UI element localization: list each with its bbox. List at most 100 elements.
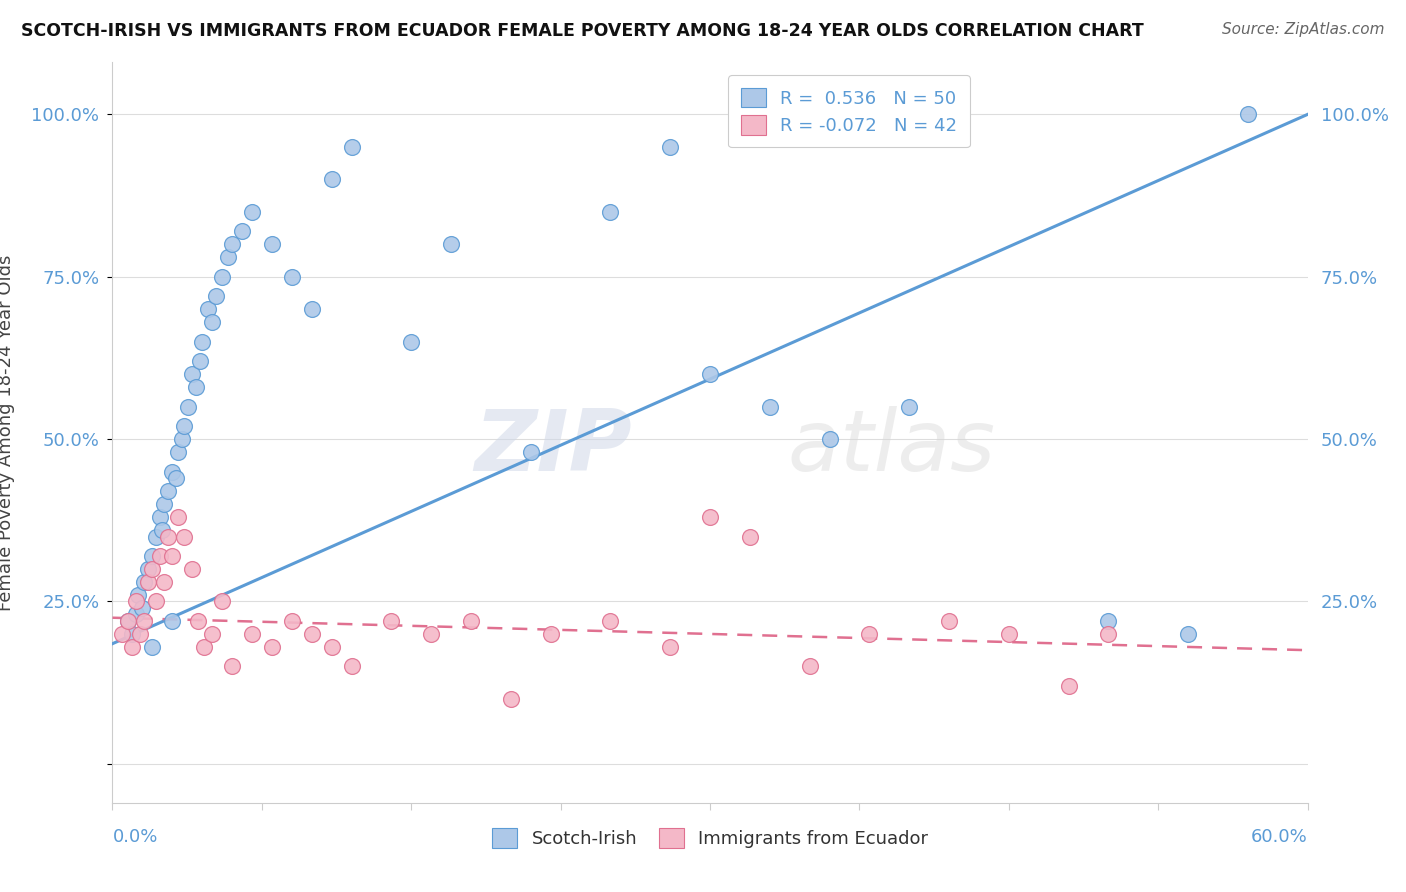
Point [231, 224, 253, 238]
Point [157, 529, 180, 543]
Text: 60.0%: 60.0% [1251, 828, 1308, 846]
Point [125, 594, 148, 608]
Y-axis label: Female Poverty Among 18-24 Year Olds: Female Poverty Among 18-24 Year Olds [0, 254, 14, 611]
Point [260, 640, 283, 654]
Point [173, 529, 195, 543]
Point [197, 302, 219, 317]
Point [301, 627, 323, 641]
Point [162, 549, 183, 563]
Point [1177, 627, 1199, 641]
Point [401, 334, 423, 349]
Point [221, 659, 243, 673]
Point [149, 549, 172, 563]
Point [157, 484, 180, 499]
Point [340, 659, 363, 673]
Point [121, 640, 143, 654]
Point [240, 204, 263, 219]
Point [181, 562, 204, 576]
Point [187, 614, 209, 628]
Point [998, 627, 1021, 641]
Point [181, 367, 204, 381]
Point [211, 269, 233, 284]
Point [380, 614, 402, 628]
Point [177, 400, 200, 414]
Point [186, 380, 208, 394]
Text: atlas: atlas [787, 406, 995, 489]
Point [117, 614, 139, 628]
Point [145, 594, 167, 608]
Point [281, 269, 304, 284]
Point [599, 204, 621, 219]
Point [1097, 614, 1119, 628]
Text: ZIP: ZIP [475, 406, 633, 489]
Point [1057, 679, 1080, 693]
Point [188, 354, 211, 368]
Point [540, 627, 562, 641]
Point [201, 627, 224, 641]
Point [167, 445, 190, 459]
Point [818, 432, 841, 446]
Text: Source: ZipAtlas.com: Source: ZipAtlas.com [1222, 22, 1385, 37]
Point [799, 659, 821, 673]
Point [858, 627, 880, 641]
Point [898, 400, 921, 414]
Point [240, 627, 263, 641]
Point [211, 594, 233, 608]
Point [134, 614, 156, 628]
Point [1237, 107, 1260, 121]
Point [129, 627, 152, 641]
Point [138, 562, 160, 576]
Point [460, 614, 482, 628]
Point [141, 549, 163, 563]
Point [659, 640, 682, 654]
Point [149, 510, 172, 524]
Point [340, 140, 363, 154]
Point [420, 627, 443, 641]
Point [193, 640, 215, 654]
Point [150, 523, 173, 537]
Point [127, 588, 149, 602]
Point [699, 510, 721, 524]
Point [172, 432, 194, 446]
Point [1097, 627, 1119, 641]
Point [301, 302, 323, 317]
Point [131, 601, 153, 615]
Point [217, 250, 239, 264]
Point [165, 471, 187, 485]
Point [125, 607, 148, 622]
Point [173, 419, 195, 434]
Point [134, 574, 156, 589]
Point [145, 529, 167, 543]
Point [321, 640, 343, 654]
Point [659, 140, 682, 154]
Point [759, 400, 782, 414]
Legend: Scotch-Irish, Immigrants from Ecuador: Scotch-Irish, Immigrants from Ecuador [479, 815, 941, 861]
Point [205, 289, 228, 303]
Point [440, 237, 463, 252]
Point [281, 614, 304, 628]
Point [499, 692, 522, 706]
Point [141, 562, 163, 576]
Point [111, 627, 134, 641]
Point [221, 237, 243, 252]
Point [162, 614, 183, 628]
Point [153, 574, 176, 589]
Point [191, 334, 214, 349]
Point [141, 640, 163, 654]
Point [201, 315, 224, 329]
Point [117, 614, 139, 628]
Point [167, 510, 190, 524]
Point [121, 627, 143, 641]
Point [138, 574, 160, 589]
Point [520, 445, 543, 459]
Point [938, 614, 960, 628]
Point [699, 367, 721, 381]
Text: SCOTCH-IRISH VS IMMIGRANTS FROM ECUADOR FEMALE POVERTY AMONG 18-24 YEAR OLDS COR: SCOTCH-IRISH VS IMMIGRANTS FROM ECUADOR … [21, 22, 1144, 40]
Point [599, 614, 621, 628]
Text: 0.0%: 0.0% [112, 828, 157, 846]
Point [738, 529, 761, 543]
Point [162, 465, 183, 479]
Point [153, 497, 176, 511]
Point [260, 237, 283, 252]
Point [321, 172, 343, 186]
